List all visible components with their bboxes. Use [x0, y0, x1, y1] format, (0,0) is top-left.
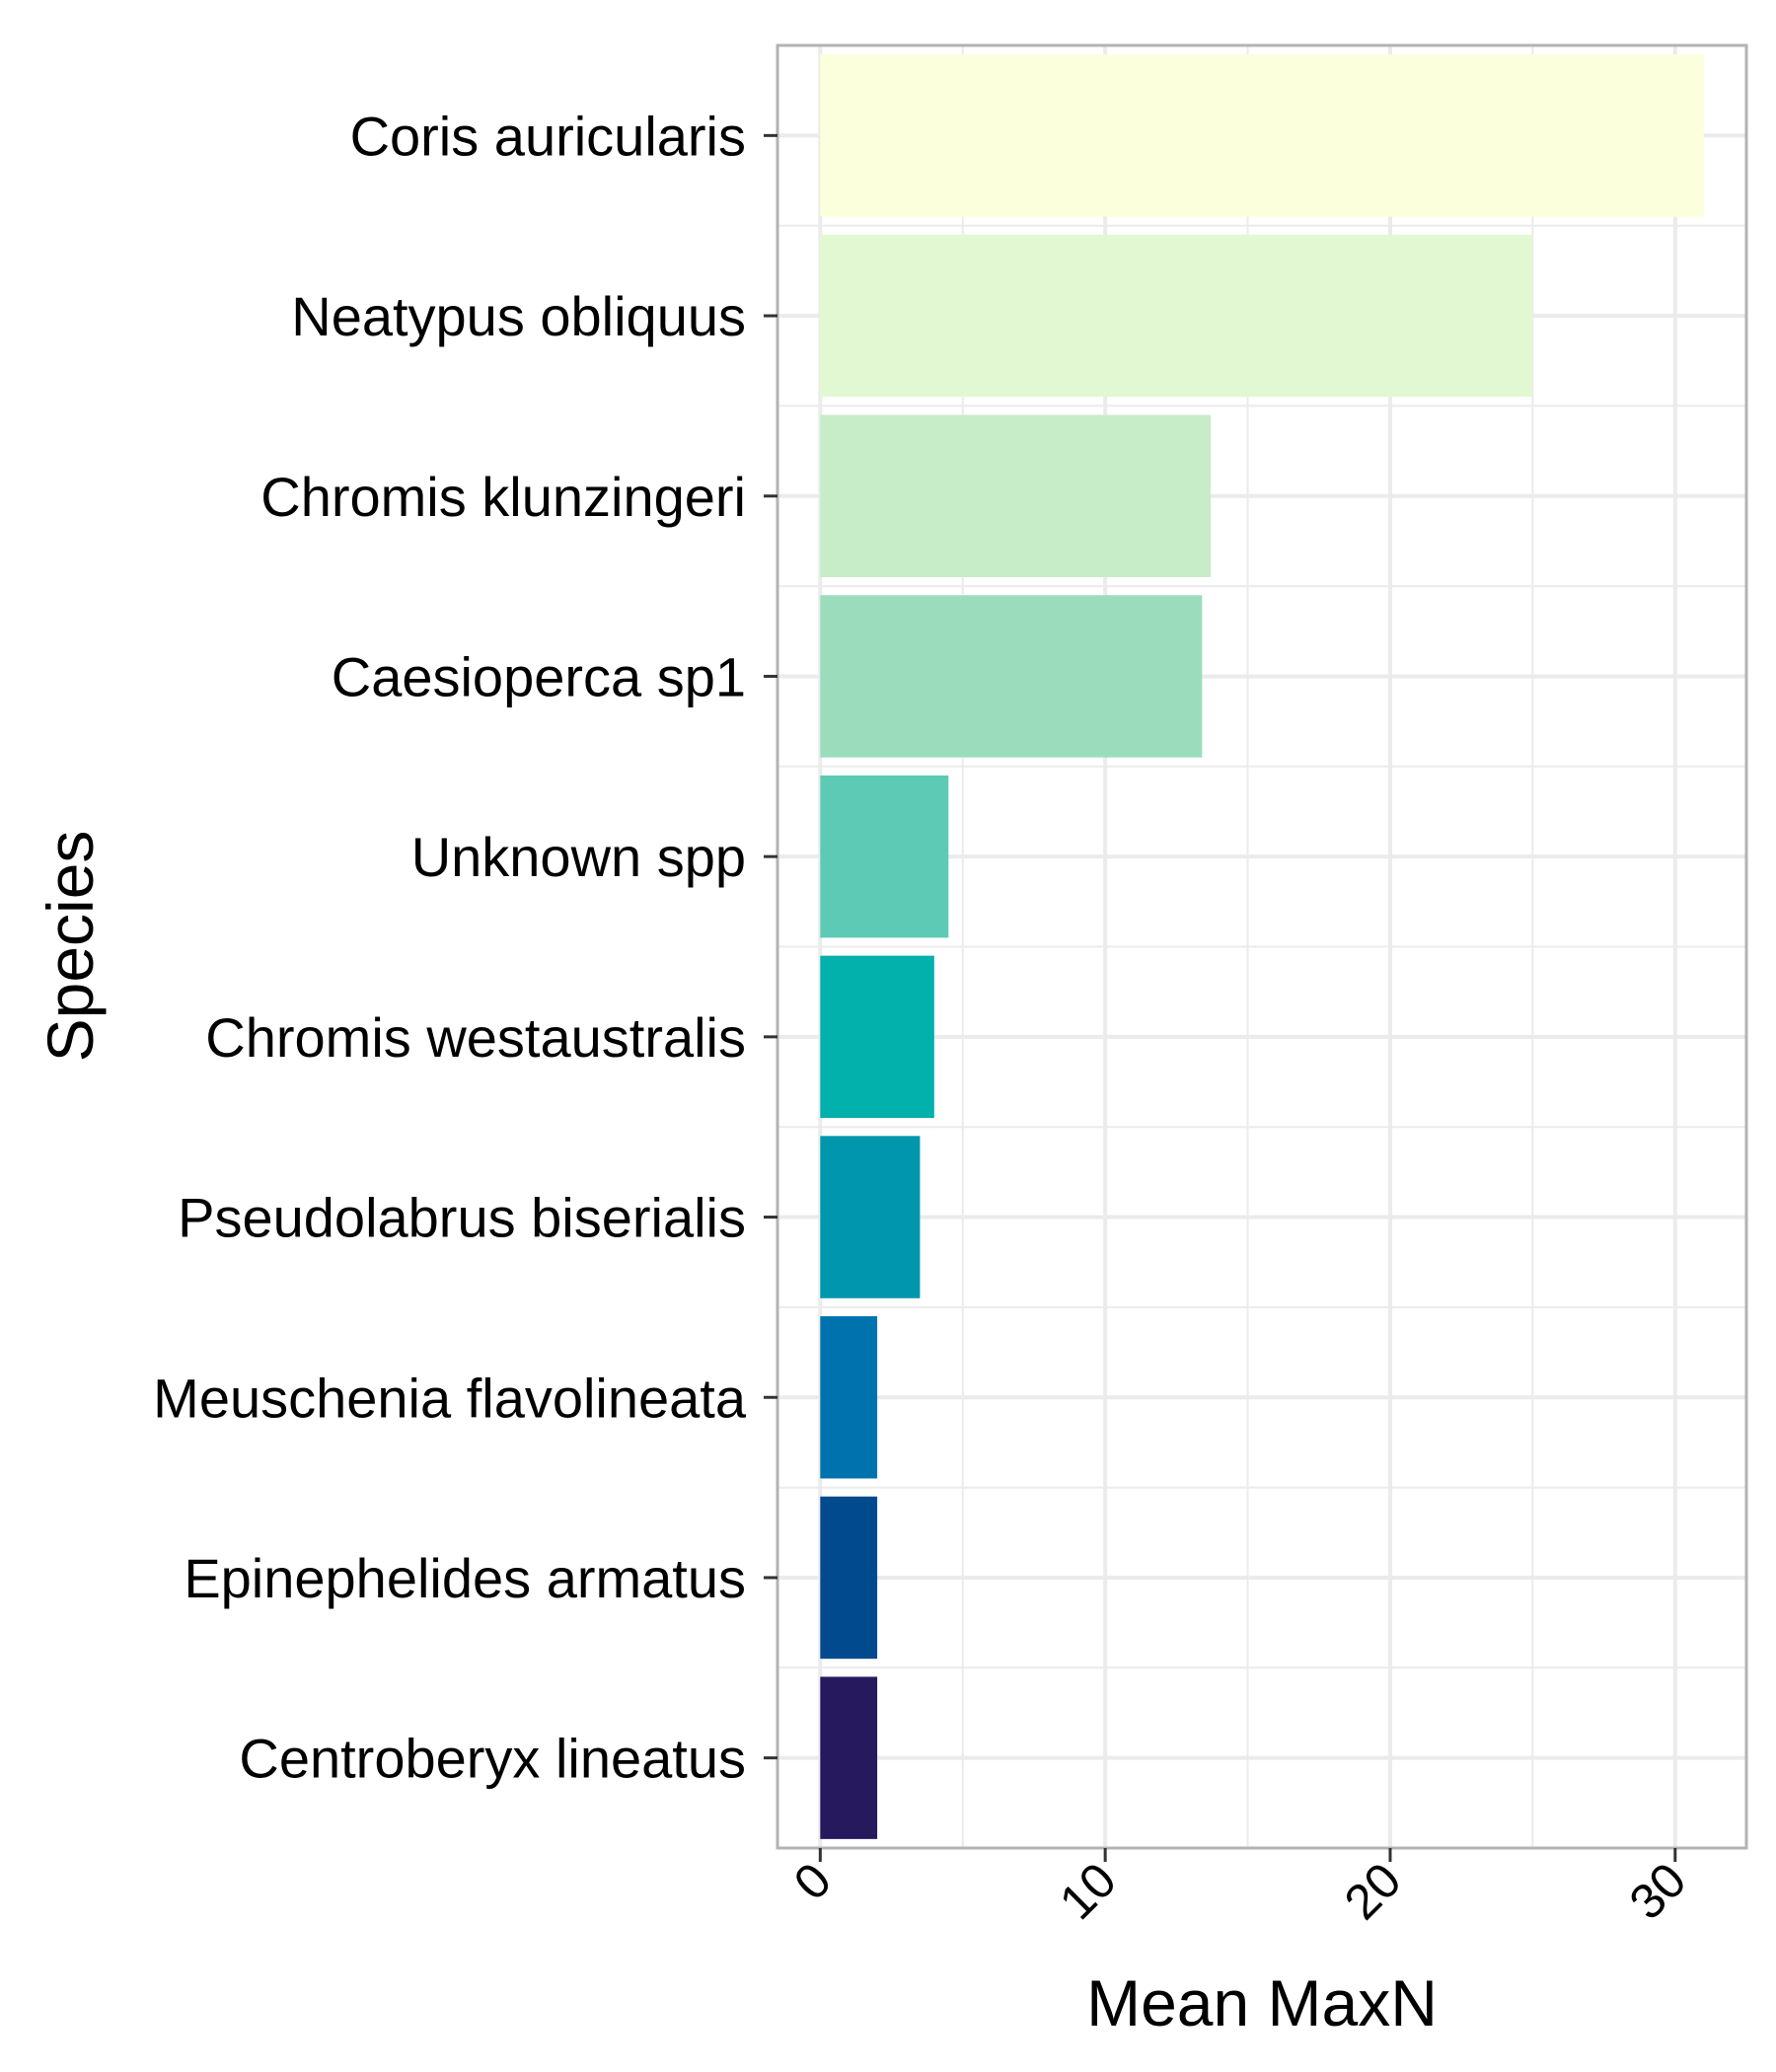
- bars: [820, 54, 1704, 1839]
- y-tick-label: Meuschenia flavolineata: [153, 1367, 747, 1429]
- bar: [820, 414, 1212, 577]
- y-tick-label: Centroberyx lineatus: [239, 1728, 746, 1790]
- bar: [820, 775, 949, 938]
- x-axis-title: Mean MaxN: [1086, 1966, 1438, 2039]
- bar: [820, 595, 1203, 758]
- y-axis: Coris auricularis Neatypus obliquus Chromi…: [153, 105, 777, 1790]
- plot-border: [776, 43, 1748, 1850]
- bar: [820, 1676, 878, 1839]
- bar: [820, 955, 934, 1119]
- y-tick-label: Pseudolabrus biserialis: [178, 1187, 746, 1249]
- y-tick-label: Epinephelides armatus: [184, 1547, 746, 1609]
- y-tick-label: Neatypus obliquus: [291, 285, 746, 347]
- bar: [820, 1496, 878, 1660]
- bar: [820, 1316, 878, 1479]
- y-tick-label: Coris auricularis: [350, 105, 746, 167]
- bar: [820, 1136, 921, 1298]
- bar: [820, 54, 1704, 217]
- y-axis-title: Species: [34, 831, 107, 1063]
- y-tick-label: Chromis westaustralis: [205, 1006, 746, 1069]
- y-tick-label: Unknown spp: [411, 826, 746, 888]
- bar: [820, 234, 1533, 398]
- y-tick-label: Chromis klunzingeri: [260, 466, 746, 528]
- y-tick-label: Caesioperca sp1: [332, 645, 746, 707]
